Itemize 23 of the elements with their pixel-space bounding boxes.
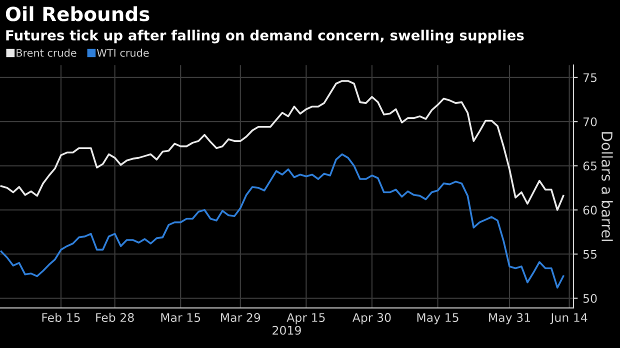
chart-subtitle: Futures tick up after falling on demand concern, swelling supplies: [6, 30, 524, 44]
x-tick-label: Mar 29: [221, 313, 260, 322]
y-tick-label: 65: [583, 161, 597, 170]
x-tick-label: May 15: [417, 313, 458, 324]
chart-title: Oil Rebounds: [6, 6, 150, 22]
line-series: [0, 80, 564, 211]
y-tick-label: 50: [583, 294, 597, 303]
x-tick-label: Jun 14: [550, 313, 588, 324]
x-tick-label: Apr 15: [286, 313, 325, 324]
x-tick-label: Mar 15: [161, 313, 200, 322]
y-tick-label: 70: [583, 117, 597, 126]
y-tick-label: 60: [583, 206, 597, 215]
x-tick-label: Feb 15: [42, 312, 80, 322]
y-tick-label: 75: [583, 73, 597, 82]
x-tick-label: Feb 28: [96, 312, 134, 322]
x-axis-title: 2019: [272, 326, 301, 335]
x-tick-label: May 31: [489, 313, 530, 324]
legend-label: WTI crude: [96, 48, 149, 57]
x-tick-label: Apr 30: [352, 313, 391, 324]
legend-label: Brent crude: [16, 48, 76, 57]
y-tick-label: 55: [583, 250, 597, 259]
y-axis-title: Dollars a barrel: [602, 132, 613, 241]
line-series: [0, 153, 564, 289]
